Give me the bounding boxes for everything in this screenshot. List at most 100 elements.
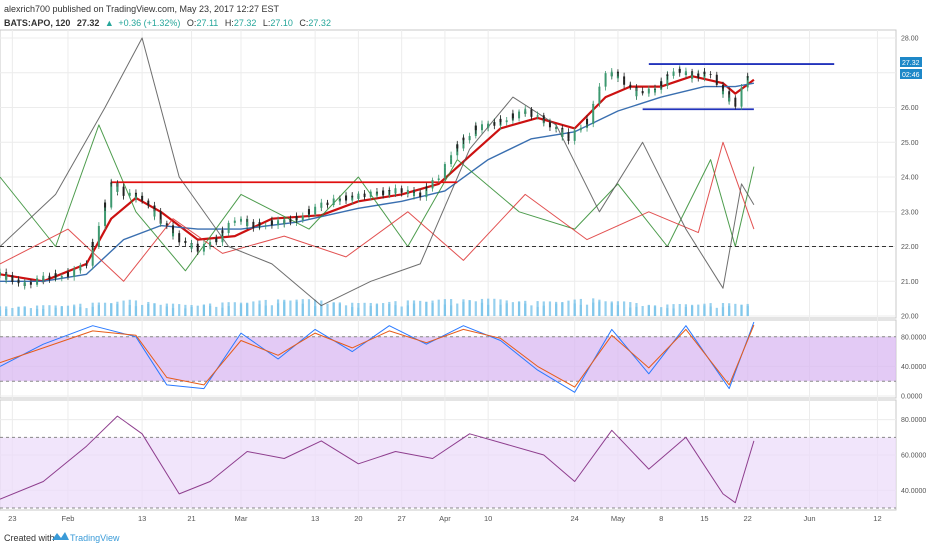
volume-bar <box>728 305 731 316</box>
volume-bar <box>369 302 372 316</box>
y-tick-label: 60.0000 <box>901 453 926 460</box>
candle-body <box>505 120 508 123</box>
volume-bar <box>122 300 125 316</box>
indicator-bands <box>0 336 896 509</box>
candle-body <box>740 87 743 107</box>
volume-bar <box>394 301 397 316</box>
volume-bar <box>388 301 391 316</box>
y-tick-label: 40.0000 <box>901 364 926 371</box>
y-tick-label: 22.00 <box>901 244 919 251</box>
volume-bar <box>703 303 706 316</box>
candle-body <box>301 216 304 221</box>
candle-body <box>573 130 576 141</box>
volume-bar <box>17 307 20 316</box>
volume-bar <box>672 308 675 316</box>
candle-body <box>511 113 514 119</box>
candle-body <box>73 269 76 277</box>
volume-bar <box>715 307 718 316</box>
volume-bar <box>641 306 644 316</box>
volume-bar <box>610 303 613 316</box>
volume-bar <box>746 305 749 316</box>
candle-body <box>110 182 113 184</box>
candle-body <box>462 137 465 141</box>
candle-body <box>487 123 490 128</box>
candle-body <box>672 71 675 76</box>
candle-body <box>283 219 286 224</box>
high-value: 27.32 <box>234 18 257 28</box>
candle-body <box>209 241 212 246</box>
x-tick-label: May <box>611 514 625 523</box>
x-axis: 23 Feb 13 21 Mar 13 20 27 Apr 10 24 May 8 15 22 Jun 12 <box>8 514 881 523</box>
volume-bar <box>227 306 230 316</box>
candle-body <box>5 275 8 280</box>
volume-bar <box>5 306 8 316</box>
volume-bar <box>295 301 298 316</box>
publisher-line: alexrich700 published on TradingView.com… <box>4 4 280 14</box>
symbol-label: BATS:APO, 120 <box>4 18 70 28</box>
volume-bar <box>653 305 657 316</box>
volume-bar <box>647 305 650 316</box>
candle-body <box>42 275 45 281</box>
created-with-text: Created with <box>4 533 55 543</box>
candle-body <box>351 195 354 197</box>
volume-bar <box>462 301 465 316</box>
volume-bar <box>264 299 267 316</box>
candle-body <box>425 186 428 189</box>
volume-bar <box>221 307 224 316</box>
candle-body <box>54 273 57 278</box>
volume-bar <box>530 305 533 316</box>
candle-body <box>104 202 107 226</box>
candle-body <box>413 193 416 196</box>
volume-bar <box>79 303 82 316</box>
volume-bar <box>258 300 261 316</box>
candle-body <box>388 190 391 192</box>
candle-body <box>159 223 162 225</box>
volume-bar <box>60 305 63 316</box>
volume-bar <box>690 304 694 316</box>
volume-bar <box>536 306 539 316</box>
candle-body <box>684 71 687 75</box>
candle-body <box>11 278 14 282</box>
candle-body <box>79 265 82 271</box>
last-price-tag-text: 27.32 <box>902 60 920 67</box>
volume-bar <box>499 299 502 316</box>
volume-bar <box>598 301 601 316</box>
candle-body <box>734 102 737 107</box>
indicator-line <box>0 75 755 283</box>
tradingview-brand[interactable]: TradingView <box>70 533 120 543</box>
candle-body <box>746 76 749 88</box>
x-tick-label: 15 <box>700 514 708 523</box>
candle-body <box>141 195 144 201</box>
candle-body <box>85 264 88 266</box>
x-tick-label: Jun <box>803 514 815 523</box>
volume-bar <box>246 303 249 316</box>
volume-bar <box>709 303 712 316</box>
indicator-line <box>0 37 755 307</box>
indicator-line <box>0 324 755 388</box>
candle-body <box>406 189 409 194</box>
open-value: 27.11 <box>196 18 218 28</box>
y-tick-label: 20.00 <box>901 314 919 321</box>
candle-body <box>419 192 422 198</box>
candle-body <box>326 203 329 206</box>
candle-body <box>147 204 150 206</box>
x-tick-label: 10 <box>484 514 492 523</box>
volume-bar <box>48 305 51 316</box>
volume-bar <box>734 303 737 316</box>
candle-body <box>159 211 162 224</box>
candle-body <box>122 186 125 196</box>
candle-body <box>691 75 694 79</box>
price-candles <box>0 65 749 290</box>
volume-bar <box>233 302 236 316</box>
low-value: 27.10 <box>270 18 293 28</box>
ohlc-line: BATS:APO, 120 27.32 ▲ +0.36 (+1.32%) O:2… <box>4 18 331 28</box>
candle-body <box>215 238 218 243</box>
candle-body <box>635 91 638 97</box>
volume-bar <box>629 302 632 316</box>
candle-body <box>66 271 69 277</box>
volume-bar <box>283 301 286 316</box>
volume-bar <box>196 305 199 316</box>
candle-body <box>153 211 156 217</box>
candle-body <box>221 230 224 243</box>
candle-body <box>666 74 669 76</box>
